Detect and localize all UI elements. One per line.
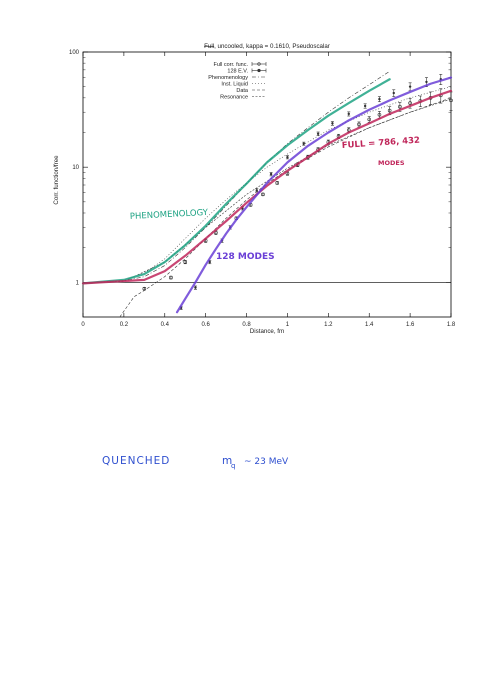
legend-swatch-marker xyxy=(257,62,261,66)
legend-label: Inst. Liquid xyxy=(221,82,248,88)
data-point xyxy=(286,156,289,159)
data-point xyxy=(425,80,428,84)
y-axis-label: Corr. function/free xyxy=(53,155,60,205)
x-tick-label: 1.8 xyxy=(447,322,456,328)
data-point xyxy=(255,189,258,192)
data-point xyxy=(398,104,402,109)
data-point xyxy=(331,122,334,125)
legend-label: Resonance xyxy=(220,95,248,101)
series-resonance xyxy=(82,98,452,284)
data-point xyxy=(377,112,382,117)
data-point xyxy=(363,104,367,108)
data-point xyxy=(261,192,265,197)
mass-value: ~ 23 MeV xyxy=(244,457,289,467)
data-point xyxy=(408,101,412,105)
x-tick-label: 0.8 xyxy=(242,322,251,328)
y-tick-label: 1 xyxy=(76,280,80,286)
legend: Full corr. func.128 E.V.PhenomenologyIns… xyxy=(208,62,267,101)
x-tick-label: 0.6 xyxy=(201,322,210,328)
series-full-corr-func xyxy=(142,88,453,291)
legend-label: Phenomenology xyxy=(208,75,248,81)
chart-title-rest: , uncooled, kappa = 0.1610, Pseudoscalar xyxy=(214,43,330,50)
phenomenology-hand-curve xyxy=(81,78,391,285)
x-axis-label: Distance, fm xyxy=(250,328,284,335)
data-point xyxy=(408,85,412,88)
plot-frame xyxy=(82,51,452,318)
x-tick-label: 1.6 xyxy=(406,322,415,328)
quenched-annotation: QUENCHED xyxy=(102,455,170,467)
data-point xyxy=(316,132,320,135)
legend-label: Full corr. func. xyxy=(213,62,248,68)
data-point xyxy=(275,181,280,185)
modes-hand-curve xyxy=(175,76,453,314)
legend-label: Data xyxy=(236,88,249,94)
data-point xyxy=(183,260,188,264)
y-tick-label: 10 xyxy=(72,165,79,171)
mass-annotation: m q ~ 23 MeV xyxy=(222,455,289,470)
hand-drawn-layer xyxy=(81,76,453,314)
data-point xyxy=(367,117,372,122)
series-data xyxy=(119,97,452,318)
chart-title: Full, uncooled, kappa = 0.1610, Pseudosc… xyxy=(204,43,330,50)
data-point xyxy=(357,122,361,127)
data-point xyxy=(169,275,173,280)
data-point xyxy=(449,98,453,103)
y-tick-label: 100 xyxy=(69,50,80,56)
axis-ticks: 0 0.2 0.4 0.6 0.8 1 1.2 1.4 1.6 1.8 1 10 100 xyxy=(69,50,456,328)
series-line xyxy=(82,98,452,284)
full-annotation: FULL = 786, 432 xyxy=(342,136,421,151)
x-tick-label: 1 xyxy=(286,322,290,328)
data-point xyxy=(392,91,395,95)
legend-swatch-marker xyxy=(257,68,261,73)
legend-label: 128 E.V. xyxy=(227,69,248,75)
data-point xyxy=(208,260,211,264)
data-point xyxy=(347,112,350,116)
x-tick-label: 0 xyxy=(81,322,85,328)
full-modes-annotation: MODES xyxy=(378,159,405,167)
modes-annotation: 128 MODES xyxy=(216,252,275,262)
x-tick-label: 1.2 xyxy=(324,322,333,328)
chart-title-struck-word: Full xyxy=(204,43,214,50)
data-point xyxy=(302,142,305,145)
data-point xyxy=(378,97,381,101)
mass-symbol: m xyxy=(222,455,232,467)
x-tick-label: 0.4 xyxy=(161,322,170,328)
data-point xyxy=(194,286,197,289)
data-point xyxy=(269,172,273,176)
phenomenology-annotation: PHENOMENOLOGY xyxy=(130,208,209,222)
data-point xyxy=(387,108,392,113)
plot-area xyxy=(82,51,452,318)
series-line xyxy=(119,97,452,318)
x-tick-label: 0.2 xyxy=(120,322,129,328)
full-hand-curve xyxy=(81,89,453,285)
x-tick-label: 1.4 xyxy=(365,322,374,328)
mass-subscript: q xyxy=(231,462,235,470)
